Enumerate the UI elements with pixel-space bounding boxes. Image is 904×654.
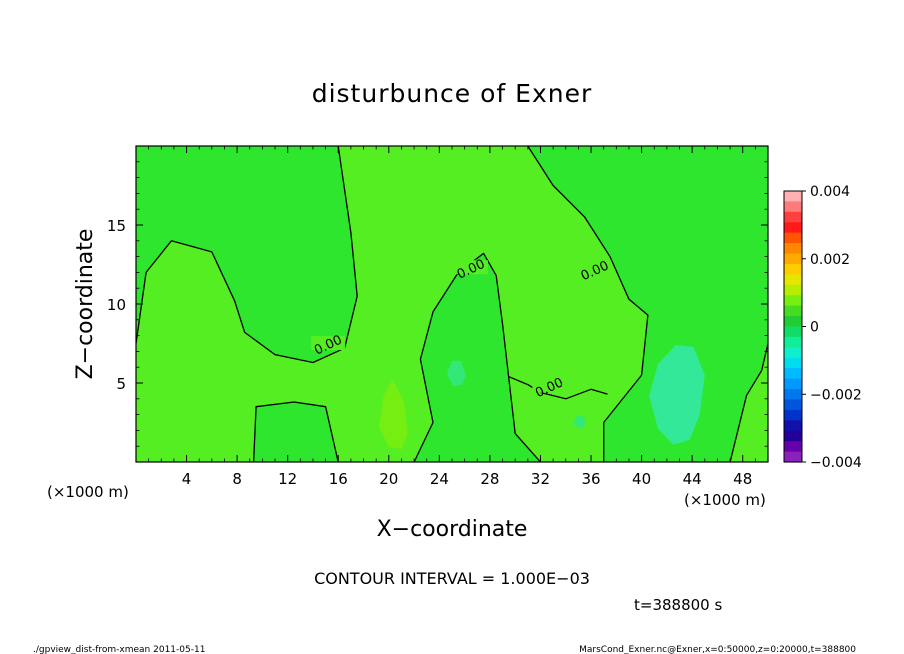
contour-line <box>729 343 768 462</box>
colorbar-swatch <box>784 295 802 307</box>
x-unit-label-right: (×1000 m) <box>684 491 766 509</box>
colorbar-swatch <box>784 232 802 244</box>
colorbar-swatch <box>784 263 802 275</box>
x-tick-label: 16 <box>329 470 348 488</box>
colorbar-swatch <box>784 441 802 453</box>
colorbar-swatch <box>784 378 802 390</box>
contour-line <box>252 401 339 462</box>
field-region-negative <box>649 345 705 445</box>
colorbar: 0.004 0.002 0 −0.002 −0.004 <box>783 184 862 471</box>
x-axis-ticks: 4 8 12 16 20 24 28 32 36 40 44 48 <box>148 146 769 488</box>
field-region-negative <box>573 416 586 429</box>
colorbar-swatch <box>784 211 802 223</box>
field-regions <box>136 146 768 462</box>
x-tick-label: 12 <box>278 470 297 488</box>
colorbar-swatch <box>784 347 802 359</box>
colorbar-tick-label: −0.004 <box>810 455 862 471</box>
colorbar-swatch <box>784 253 802 265</box>
colorbar-tick-label: 0.002 <box>810 252 850 268</box>
y-tick-label: 10 <box>107 296 126 314</box>
contour-label-bg <box>577 261 612 276</box>
contour-interval-text: CONTOUR INTERVAL = 1.000E−03 <box>314 569 590 588</box>
x-tick-label: 48 <box>733 470 752 488</box>
colorbar-tick-label: 0 <box>810 320 819 336</box>
y-axis-label: Z−coordinate <box>73 229 98 380</box>
contour-line <box>136 146 358 364</box>
colorbar-swatch <box>784 399 802 411</box>
x-tick-label: 44 <box>683 470 702 488</box>
footer-right-text: MarsCond_Exner.nc@Exner,x=0:50000,z=0:20… <box>579 645 856 654</box>
x-tick-label: 4 <box>182 470 192 488</box>
field-region-positive <box>378 379 408 450</box>
colorbar-swatch <box>784 284 802 296</box>
contour-line <box>527 146 649 462</box>
colorbar-swatch <box>784 243 802 255</box>
x-axis-label: X−coordinate <box>377 517 528 542</box>
field-region-negative <box>446 360 466 387</box>
colorbar-swatch <box>784 430 802 442</box>
colorbar-swatch <box>784 305 802 317</box>
chart-title: disturbunce of Exner <box>312 79 593 108</box>
time-label: t=388800 s <box>634 596 722 614</box>
colorbar-swatch <box>784 368 802 380</box>
x-tick-label: 40 <box>632 470 651 488</box>
colorbar-tick-label: −0.002 <box>810 387 862 403</box>
contour-label-bg <box>311 336 346 351</box>
colorbar-swatch <box>784 451 802 463</box>
footer-left-text: ./gpview_dist-from-xmean 2011-05-11 <box>33 645 205 654</box>
colorbar-swatch <box>784 389 802 401</box>
colorbar-swatch <box>784 274 802 286</box>
contour-lines <box>136 146 768 462</box>
colorbar-swatch <box>784 326 802 338</box>
field-region-positive <box>136 146 648 462</box>
colorbar-swatch <box>784 316 802 328</box>
colorbar-swatch <box>784 222 802 234</box>
colorbar-swatch <box>784 336 802 348</box>
x-tick-label: 36 <box>581 470 600 488</box>
x-tick-label: 20 <box>379 470 398 488</box>
x-tick-label: 8 <box>232 470 242 488</box>
field-region-positive <box>730 343 768 462</box>
colorbar-swatch <box>784 409 802 421</box>
y-tick-label: 15 <box>107 217 126 235</box>
colorbar-swatch <box>784 191 802 203</box>
x-tick-label: 32 <box>531 470 550 488</box>
x-tick-label: 24 <box>430 470 449 488</box>
plot-area: 0.000.00 0.000.00 4 8 12 16 20 24 28 32 36 40 44 48 … <box>107 145 769 488</box>
colorbar-swatch <box>784 201 802 213</box>
x-unit-label: (×1000 m) <box>47 483 129 501</box>
y-axis-ticks: 5 10 15 <box>107 161 768 447</box>
y-tick-label: 5 <box>116 375 126 393</box>
x-tick-label: 28 <box>480 470 499 488</box>
contour-line <box>508 376 608 400</box>
colorbar-swatch <box>784 357 802 369</box>
contour-label-bg <box>532 378 567 393</box>
contour-label-bg <box>453 260 488 275</box>
colorbar-tick-label: 0.004 <box>810 184 850 200</box>
colorbar-swatch <box>784 420 802 432</box>
